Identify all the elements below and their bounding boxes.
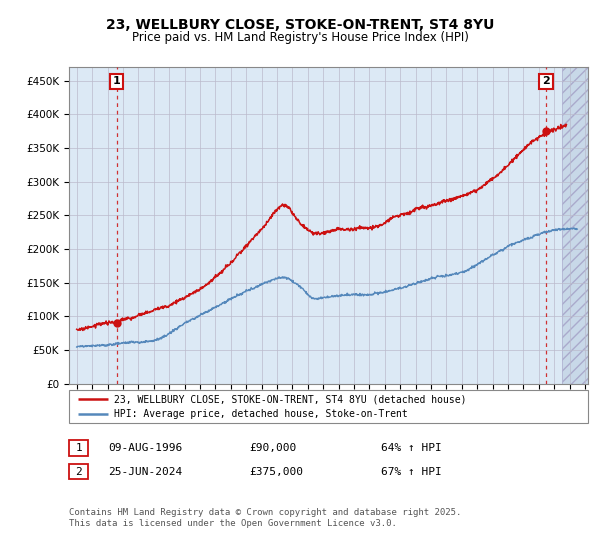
Text: 64% ↑ HPI: 64% ↑ HPI	[381, 443, 442, 453]
Bar	[562, 67, 588, 384]
Text: 2: 2	[75, 466, 82, 477]
Text: Contains HM Land Registry data © Crown copyright and database right 2025.
This d: Contains HM Land Registry data © Crown c…	[69, 507, 461, 529]
Text: 23, WELLBURY CLOSE, STOKE-ON-TRENT, ST4 8YU (detached house): 23, WELLBURY CLOSE, STOKE-ON-TRENT, ST4 …	[114, 394, 467, 404]
Text: HPI: Average price, detached house, Stoke-on-Trent: HPI: Average price, detached house, Stok…	[114, 409, 408, 419]
Text: 67% ↑ HPI: 67% ↑ HPI	[381, 466, 442, 477]
Text: 1: 1	[75, 443, 82, 453]
Text: 1: 1	[113, 76, 121, 86]
Text: £90,000: £90,000	[249, 443, 296, 453]
Text: 25-JUN-2024: 25-JUN-2024	[108, 466, 182, 477]
Text: Price paid vs. HM Land Registry's House Price Index (HPI): Price paid vs. HM Land Registry's House …	[131, 31, 469, 44]
Text: 23, WELLBURY CLOSE, STOKE-ON-TRENT, ST4 8YU: 23, WELLBURY CLOSE, STOKE-ON-TRENT, ST4 …	[106, 18, 494, 32]
Text: 2: 2	[542, 76, 550, 86]
Text: £375,000: £375,000	[249, 466, 303, 477]
Text: 09-AUG-1996: 09-AUG-1996	[108, 443, 182, 453]
